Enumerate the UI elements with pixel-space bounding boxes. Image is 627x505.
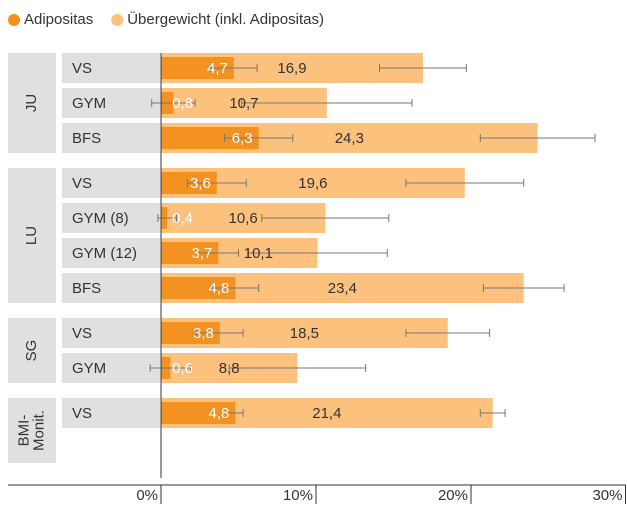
x-tick-label: 10% xyxy=(283,487,313,504)
value-label: 16,9 xyxy=(277,60,306,77)
category-box xyxy=(62,273,160,303)
group-label: JU xyxy=(23,94,40,112)
category-label: GYM (8) xyxy=(72,210,129,227)
category-label: VS xyxy=(72,175,92,192)
value-label: 6,3 xyxy=(232,130,253,147)
bar xyxy=(161,322,220,344)
group-box xyxy=(8,168,56,303)
value-label: 3,6 xyxy=(190,175,211,192)
category-label: GYM (12) xyxy=(72,245,137,262)
legend-marker xyxy=(111,14,124,26)
group-label: BMI- xyxy=(15,415,32,447)
value-label: 3,8 xyxy=(193,325,214,342)
value-label: 3,7 xyxy=(191,245,212,262)
x-tick-label: 20% xyxy=(438,487,468,504)
value-label: 4,7 xyxy=(207,60,228,77)
group-box xyxy=(8,398,56,463)
value-label: 18,5 xyxy=(290,325,319,342)
category-box xyxy=(62,318,160,348)
value-label: 19,6 xyxy=(298,175,327,192)
value-label: 0,4 xyxy=(172,210,193,227)
category-box xyxy=(62,398,160,428)
bar xyxy=(161,277,236,299)
value-label: 23,4 xyxy=(328,280,357,297)
legend-label: Übergewicht (inkl. Adipositas) xyxy=(127,10,324,28)
category-box xyxy=(62,88,160,118)
bar xyxy=(161,402,236,424)
category-label: BFS xyxy=(72,280,101,297)
group-label: Monit. xyxy=(30,410,47,451)
value-label: 0,8 xyxy=(172,95,193,112)
value-label: 10,6 xyxy=(229,210,258,227)
bar xyxy=(161,242,219,264)
bar xyxy=(161,57,234,79)
legend-marker xyxy=(8,14,20,26)
category-label: VS xyxy=(72,405,92,422)
group-box xyxy=(8,318,56,383)
category-label: VS xyxy=(72,325,92,342)
value-label: 10,7 xyxy=(229,95,258,112)
category-label: VS xyxy=(72,60,92,77)
x-tick-label: 0% xyxy=(136,487,158,504)
value-label: 10,1 xyxy=(244,245,273,262)
category-box xyxy=(62,53,160,83)
category-label: BFS xyxy=(72,130,101,147)
group-label: SG xyxy=(23,340,40,362)
group-label: LU xyxy=(23,226,40,245)
legend-label: Adipositas xyxy=(24,11,93,28)
value-label: 4,8 xyxy=(209,405,230,422)
category-box xyxy=(62,353,160,383)
bar xyxy=(161,127,259,149)
value-label: 4,8 xyxy=(209,280,230,297)
category-box xyxy=(62,123,160,153)
category-box xyxy=(62,168,160,198)
group-box xyxy=(8,53,56,153)
category-label: GYM xyxy=(72,95,106,112)
x-tick-label: 30% xyxy=(592,487,622,504)
value-label: 21,4 xyxy=(312,405,341,422)
value-label: 8,8 xyxy=(219,360,240,377)
value-label: 24,3 xyxy=(335,130,364,147)
category-box xyxy=(62,203,160,233)
category-box xyxy=(62,238,160,268)
category-label: GYM xyxy=(72,360,106,377)
value-label: 0,6 xyxy=(172,360,193,377)
